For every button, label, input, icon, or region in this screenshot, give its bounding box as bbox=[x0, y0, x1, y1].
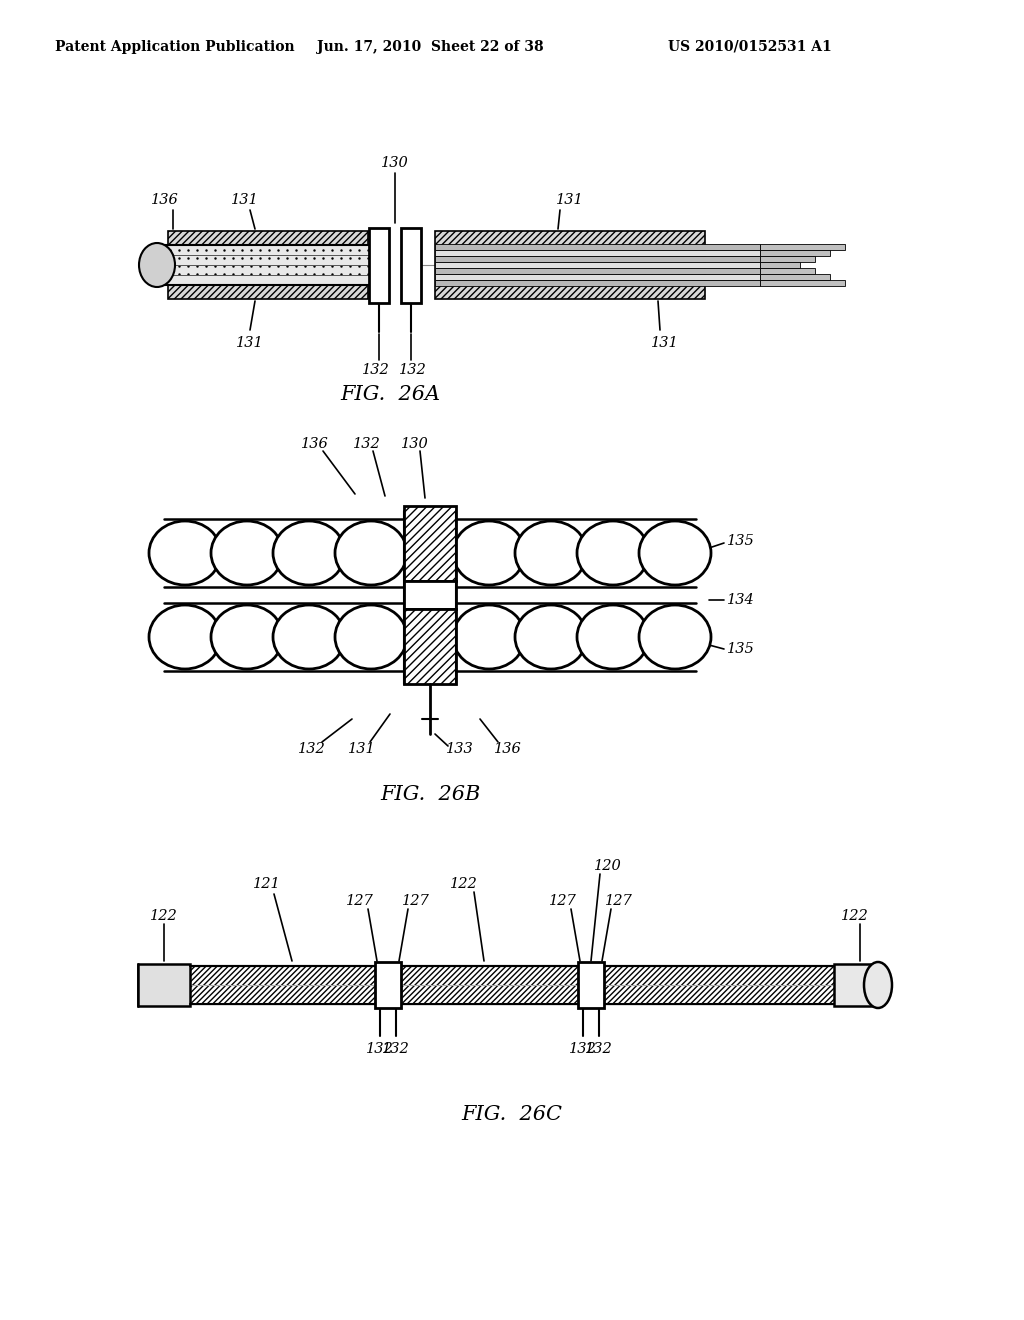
Text: FIG.  26A: FIG. 26A bbox=[340, 385, 440, 404]
Text: 135: 135 bbox=[727, 535, 755, 548]
Text: 131: 131 bbox=[556, 193, 584, 207]
Text: 130: 130 bbox=[401, 437, 429, 451]
Bar bbox=[435, 268, 760, 275]
Bar bbox=[435, 231, 705, 300]
Text: US 2010/0152531 A1: US 2010/0152531 A1 bbox=[668, 40, 831, 54]
Ellipse shape bbox=[273, 605, 345, 669]
Text: 132: 132 bbox=[382, 1041, 410, 1056]
Bar bbox=[760, 244, 845, 249]
Bar bbox=[190, 966, 834, 1005]
Bar bbox=[435, 280, 760, 286]
Text: 122: 122 bbox=[451, 876, 478, 891]
Text: 127: 127 bbox=[402, 894, 430, 908]
Text: 127: 127 bbox=[549, 894, 577, 908]
Text: 132: 132 bbox=[298, 742, 326, 756]
Bar bbox=[401, 228, 421, 304]
Ellipse shape bbox=[639, 605, 711, 669]
Text: 122: 122 bbox=[151, 909, 178, 923]
Bar bbox=[760, 275, 830, 280]
Text: 127: 127 bbox=[605, 894, 633, 908]
Text: 132: 132 bbox=[585, 1041, 613, 1056]
Text: 131: 131 bbox=[348, 742, 376, 756]
Text: Jun. 17, 2010  Sheet 22 of 38: Jun. 17, 2010 Sheet 22 of 38 bbox=[316, 40, 544, 54]
Ellipse shape bbox=[639, 521, 711, 585]
Ellipse shape bbox=[273, 521, 345, 585]
Ellipse shape bbox=[515, 521, 587, 585]
Ellipse shape bbox=[577, 605, 649, 669]
Text: 134: 134 bbox=[727, 593, 755, 607]
Text: FIG.  26C: FIG. 26C bbox=[462, 1105, 562, 1123]
Bar bbox=[155, 246, 375, 285]
Bar bbox=[604, 966, 834, 1005]
Text: 131: 131 bbox=[231, 193, 259, 207]
Text: 130: 130 bbox=[381, 156, 409, 170]
Ellipse shape bbox=[139, 243, 175, 286]
Bar bbox=[401, 966, 578, 1005]
Ellipse shape bbox=[211, 521, 283, 585]
Text: 136: 136 bbox=[495, 742, 522, 756]
Bar bbox=[760, 268, 815, 275]
Ellipse shape bbox=[150, 521, 221, 585]
Text: 132: 132 bbox=[367, 1041, 394, 1056]
Text: 133: 133 bbox=[446, 742, 474, 756]
Ellipse shape bbox=[335, 521, 407, 585]
Bar bbox=[760, 256, 815, 261]
Ellipse shape bbox=[864, 962, 892, 1008]
Text: 132: 132 bbox=[399, 363, 427, 378]
Bar bbox=[760, 261, 800, 268]
Bar bbox=[760, 249, 830, 256]
Bar bbox=[190, 966, 375, 1005]
Ellipse shape bbox=[515, 605, 587, 669]
Text: 132: 132 bbox=[362, 363, 390, 378]
Bar bbox=[168, 231, 368, 300]
Text: 132: 132 bbox=[353, 437, 381, 451]
Text: 121: 121 bbox=[253, 876, 281, 891]
Bar bbox=[834, 964, 878, 1006]
Bar bbox=[760, 280, 845, 286]
Text: 127: 127 bbox=[346, 894, 374, 908]
Bar bbox=[138, 964, 190, 1006]
Text: FIG.  26B: FIG. 26B bbox=[380, 784, 480, 804]
Bar bbox=[435, 244, 760, 249]
Text: 136: 136 bbox=[301, 437, 329, 451]
Text: 131: 131 bbox=[237, 337, 264, 350]
Ellipse shape bbox=[150, 605, 221, 669]
Text: Patent Application Publication: Patent Application Publication bbox=[55, 40, 295, 54]
Ellipse shape bbox=[453, 521, 525, 585]
Ellipse shape bbox=[211, 605, 283, 669]
Text: 136: 136 bbox=[152, 193, 179, 207]
Bar bbox=[435, 256, 760, 261]
Ellipse shape bbox=[453, 605, 525, 669]
Bar bbox=[435, 249, 760, 256]
Bar bbox=[404, 581, 456, 609]
Text: 120: 120 bbox=[594, 859, 622, 873]
Ellipse shape bbox=[335, 605, 407, 669]
Bar bbox=[404, 506, 456, 581]
Ellipse shape bbox=[577, 521, 649, 585]
Bar bbox=[578, 962, 604, 1008]
Text: 122: 122 bbox=[841, 909, 869, 923]
Bar bbox=[435, 261, 760, 268]
Bar bbox=[404, 609, 456, 684]
Text: 135: 135 bbox=[727, 642, 755, 656]
Bar bbox=[369, 228, 389, 304]
Bar bbox=[435, 275, 760, 280]
Text: 132: 132 bbox=[569, 1041, 597, 1056]
Text: 131: 131 bbox=[651, 337, 679, 350]
Bar bbox=[375, 962, 401, 1008]
